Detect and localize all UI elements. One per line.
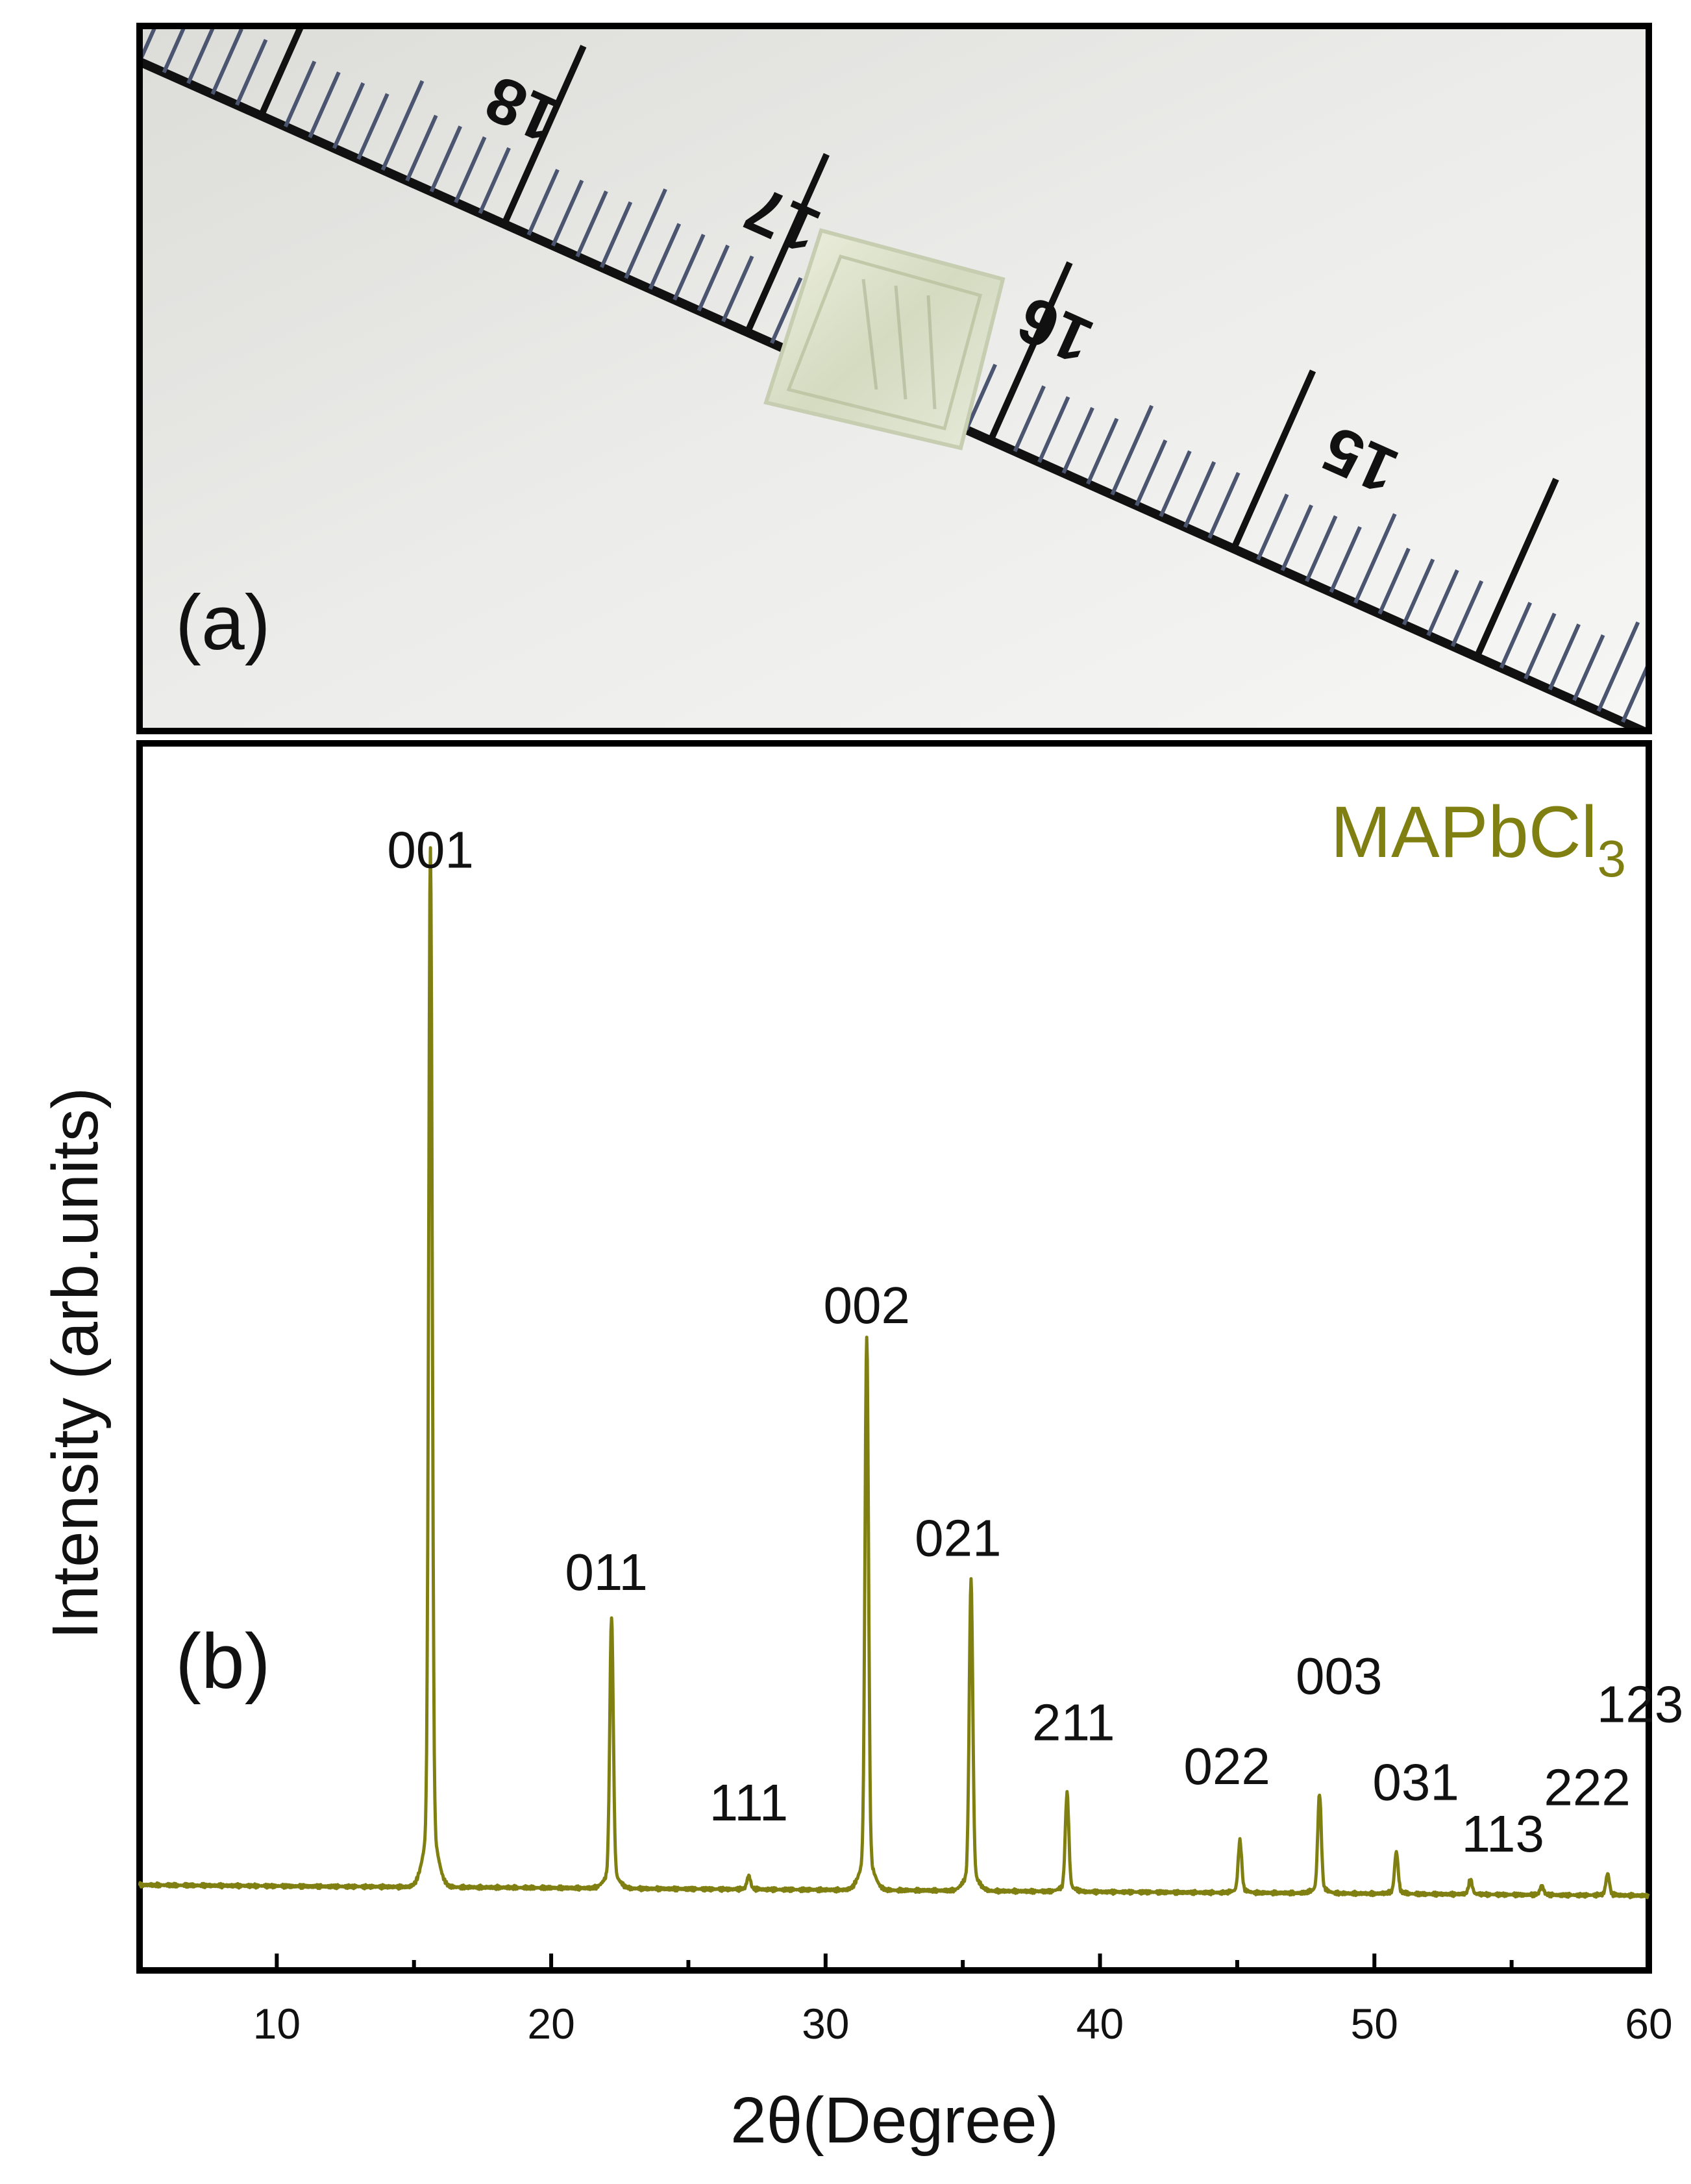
- peak-label: 113: [1461, 1805, 1544, 1863]
- chart-frame: [136, 740, 1652, 1974]
- x-axis-label: 2θ(Degree): [730, 2084, 1059, 2157]
- chart-panel: 10 20 30 40 50 60 001 011 111 002 021 211 022 003 031…: [39, 740, 1683, 2157]
- peak-label: 222: [1544, 1758, 1630, 1816]
- x-tick-label: 20: [527, 2000, 574, 2048]
- legend-entry: MAPbCl3: [1331, 791, 1626, 887]
- legend-text: MAPbCl: [1331, 791, 1598, 873]
- x-tick-label: 30: [802, 2000, 849, 2048]
- peak-label: 002: [823, 1276, 909, 1334]
- peak-label: 001: [387, 821, 473, 879]
- panel-a-label: (a): [175, 579, 271, 666]
- peak-label: 123: [1597, 1675, 1683, 1733]
- x-tick-label: 60: [1625, 2000, 1672, 2048]
- peak-label: 022: [1183, 1737, 1270, 1795]
- x-tick-label: 10: [253, 2000, 301, 2048]
- panel-b-label: (b): [175, 1618, 271, 1705]
- peak-label: 021: [915, 1509, 1001, 1567]
- legend-subscript: 3: [1598, 830, 1627, 887]
- x-tick-label: 50: [1351, 2000, 1398, 2048]
- photo-frame: [136, 23, 1652, 734]
- peak-label: 211: [1032, 1694, 1115, 1752]
- series-line: [138, 846, 1650, 1900]
- peak-label: 003: [1296, 1647, 1382, 1705]
- peak-label: 011: [565, 1543, 648, 1601]
- x-tick-label: 40: [1076, 2000, 1124, 2048]
- peak-label: 111: [710, 1774, 789, 1831]
- peak-label: 031: [1372, 1754, 1459, 1811]
- crystal-sample: [763, 228, 1006, 451]
- x-axis: 10 20 30 40 50 60: [138, 1954, 1673, 2048]
- y-axis-label: Intensity (arb.units): [39, 1087, 112, 1639]
